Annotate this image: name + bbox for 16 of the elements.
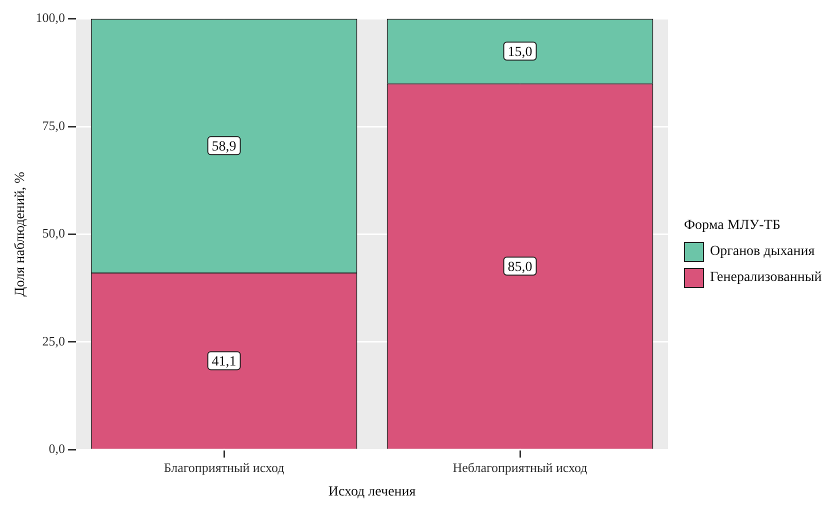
data-label: 85,0 <box>508 260 532 275</box>
legend-label: Органов дыхания <box>710 244 815 260</box>
data-label: 41,1 <box>212 354 236 370</box>
x-tick-label: Неблагоприятный исход <box>452 460 588 475</box>
y-tick-label: 50,0 <box>42 226 66 241</box>
y-axis-title: Доля наблюдений, % <box>13 171 28 297</box>
y-tick-label: 75,0 <box>42 118 66 133</box>
data-label: 58,9 <box>212 139 236 154</box>
data-label: 15,0 <box>508 44 532 60</box>
legend-title: Форма МЛУ-ТБ <box>684 218 782 234</box>
x-axis-title: Исход лечения <box>328 484 416 500</box>
y-tick-label: 100,0 <box>36 10 66 26</box>
x-tick-label: Благоприятный исход <box>164 460 285 475</box>
text: Генерализованный <box>710 270 822 286</box>
y-tick-label: 25,0 <box>42 333 66 348</box>
y-tick-label: 0,0 <box>48 441 66 456</box>
